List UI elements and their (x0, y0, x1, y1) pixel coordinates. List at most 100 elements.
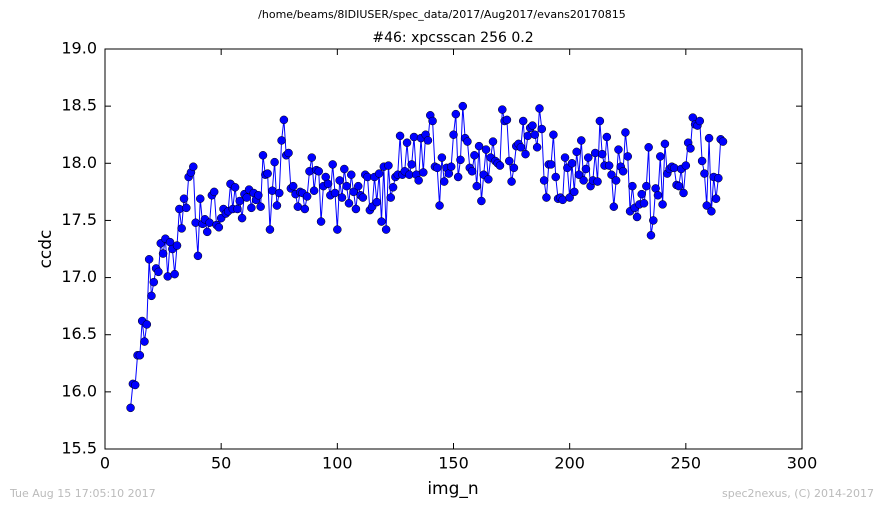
data-point (374, 169, 384, 178)
data-point (209, 187, 219, 197)
data-point (323, 179, 333, 189)
data-point (618, 167, 628, 176)
data-point (170, 269, 179, 279)
data-point (579, 176, 588, 185)
data-point (419, 168, 428, 177)
data-point (423, 136, 433, 145)
data-point (453, 172, 463, 182)
data-point (718, 137, 728, 146)
data-point (235, 196, 245, 206)
data-point (446, 162, 456, 171)
data-point (258, 151, 268, 160)
data-point (135, 351, 145, 360)
data-point (560, 153, 570, 162)
data-point (309, 186, 319, 195)
data-point (237, 213, 247, 223)
data-point (437, 153, 447, 162)
data-point (597, 149, 607, 159)
data-point (581, 164, 591, 174)
data-point (488, 137, 498, 146)
data-point (172, 241, 182, 250)
data-point (537, 124, 547, 134)
data-point (328, 160, 337, 169)
data-point (660, 139, 670, 149)
data-point (140, 337, 149, 346)
data-point (177, 224, 186, 233)
data-point (539, 176, 549, 185)
x-tick-label: 250 (671, 454, 702, 473)
data-point (409, 132, 419, 142)
footer-left: Tue Aug 15 17:05:10 2017 (9, 487, 156, 500)
data-point (697, 156, 707, 166)
data-point (351, 204, 361, 214)
data-point (572, 147, 581, 157)
data-point (632, 212, 642, 222)
data-point (628, 181, 637, 191)
data-point (570, 187, 579, 197)
data-point (275, 188, 284, 198)
data-point (191, 218, 200, 227)
data-point (686, 144, 695, 153)
data-point (521, 149, 530, 159)
data-point (700, 169, 709, 178)
data-point (344, 199, 354, 208)
data-point (695, 116, 705, 126)
data-point (532, 143, 542, 152)
data-point (247, 203, 256, 213)
data-point (279, 115, 289, 125)
data-point (656, 152, 665, 161)
data-point (528, 121, 537, 130)
data-point (574, 170, 584, 179)
data-point (679, 188, 688, 198)
y-tick-label: 18.0 (61, 153, 97, 172)
data-point (530, 130, 540, 139)
x-tick-label: 200 (554, 454, 585, 473)
data-point (642, 181, 651, 191)
data-point (388, 183, 398, 192)
data-point (242, 193, 251, 202)
data-point (233, 204, 242, 214)
x-tick-label: 100 (322, 454, 353, 473)
data-point (481, 145, 491, 154)
data-point (314, 167, 323, 176)
y-tick-label: 15.5 (61, 439, 97, 458)
data-point (456, 155, 465, 165)
data-point (333, 225, 342, 234)
data-point (653, 191, 663, 200)
data-point (353, 181, 363, 191)
x-axis-label: img_n (427, 479, 478, 499)
data-point (681, 161, 691, 170)
data-point (711, 194, 721, 203)
data-point (584, 153, 593, 162)
chart-title: #46: xpcsscan 256 0.2 (372, 30, 533, 46)
data-point (669, 163, 679, 173)
y-tick-label: 17.5 (61, 210, 97, 229)
data-point (154, 267, 163, 277)
y-tick-label: 18.5 (61, 96, 97, 115)
data-point (602, 132, 612, 142)
data-point (256, 202, 265, 211)
data-point (265, 225, 275, 234)
data-point (458, 101, 468, 111)
footer-right: spec2nexus, (C) 2014-2017 (722, 487, 874, 500)
data-point (623, 152, 632, 161)
data-point (189, 162, 198, 171)
data-point (449, 130, 458, 139)
data-point (649, 216, 658, 225)
data-point (342, 181, 351, 191)
data-point (470, 151, 479, 160)
data-point (144, 255, 154, 264)
data-point (502, 115, 512, 125)
data-point (402, 138, 412, 147)
data-point (639, 199, 649, 208)
y-tick-label: 17.0 (61, 267, 97, 286)
data-point (518, 116, 528, 126)
data-point (474, 141, 484, 151)
data-point (349, 187, 358, 197)
x-tick-label: 150 (438, 454, 469, 473)
data-point (182, 203, 191, 213)
y-tick-label: 16.5 (61, 324, 97, 343)
data-point (407, 160, 416, 169)
data-point (305, 167, 314, 176)
